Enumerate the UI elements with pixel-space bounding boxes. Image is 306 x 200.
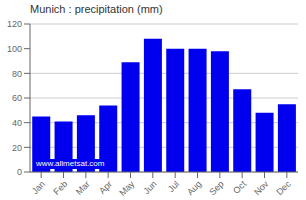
svg-text:60: 60	[12, 93, 22, 103]
svg-text:Jun: Jun	[141, 179, 158, 196]
svg-text:May: May	[117, 179, 136, 198]
svg-text:120: 120	[8, 19, 22, 29]
html-text:www.allmetsat.com: www.allmetsat.com	[36, 159, 105, 168]
svg-text:80: 80	[12, 69, 22, 79]
svg-text:40: 40	[12, 118, 22, 128]
svg-text:Aug: Aug	[185, 179, 203, 197]
svg-text:Oct: Oct	[231, 179, 248, 196]
svg-text:Apr: Apr	[97, 179, 114, 196]
svg-text:Nov: Nov	[252, 179, 271, 198]
svg-text:Jan: Jan	[30, 179, 47, 196]
svg-text:Feb: Feb	[51, 179, 69, 197]
svg-text:Sep: Sep	[207, 179, 225, 197]
svg-text:100: 100	[8, 44, 22, 54]
svg-text:Dec: Dec	[274, 179, 293, 198]
svg-text:0: 0	[17, 167, 22, 177]
svg-text:Jul: Jul	[166, 179, 181, 194]
html-text:Munich : precipitation (mm): Munich : precipitation (mm)	[30, 3, 163, 15]
svg-text:20: 20	[12, 143, 22, 153]
svg-text:Mar: Mar	[74, 179, 92, 197]
